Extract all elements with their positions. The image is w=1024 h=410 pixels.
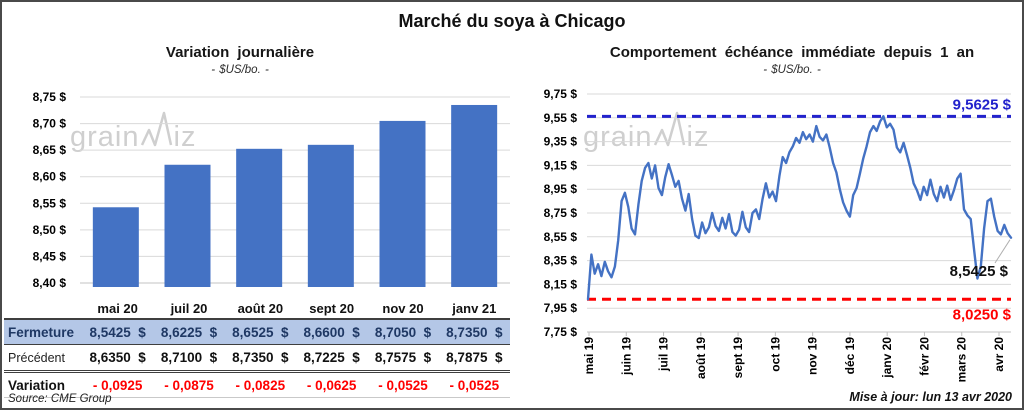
watermark-text-right: iz: [173, 121, 197, 153]
x-axis-label: août 19: [694, 337, 708, 379]
y-axis-label: 8,40 $: [33, 276, 67, 290]
y-axis-label: 8,75 $: [544, 206, 578, 220]
table-cell: 8,6350 $: [89, 350, 146, 365]
bar-mai 20: [92, 207, 139, 287]
watermark-text-left: grain: [70, 121, 140, 153]
callout-leader-line: [994, 239, 1011, 264]
y-axis-label: 8,50 $: [33, 223, 67, 237]
row-label: Précédent: [8, 350, 65, 365]
y-axis-label: 7,75 $: [544, 325, 578, 339]
table-cell: - 0,0525: [449, 377, 500, 393]
table-cell: 8,6225 $: [160, 324, 218, 340]
table-cell: 8,7350 $: [446, 324, 503, 340]
y-axis-label: 9,75 $: [544, 87, 578, 101]
max-value-label: 9,5625 $: [953, 96, 1012, 113]
last-value-label: 8,5425 $: [950, 263, 1009, 280]
x-axis-label: avr 20: [992, 337, 1006, 372]
x-axis-label: mai 19: [582, 337, 596, 375]
y-axis-label: 9,15 $: [544, 158, 578, 172]
x-axis-label: sept 19: [731, 337, 745, 379]
table-cell: - 0,0925: [92, 377, 143, 393]
x-axis-label: nov 19: [806, 337, 820, 375]
updated-note: Mise à jour: lun 13 avr 2020: [849, 390, 1012, 404]
table-header-row: mai 20 juil 20 août 20 sept 20 nov 20 janv 21: [4, 299, 510, 318]
line-chart-subtitle: - $US/bo. -: [763, 64, 821, 76]
watermark-zigzag-icon: [653, 111, 685, 147]
y-axis-label: 8,45 $: [33, 249, 67, 263]
x-axis-label: févr 20: [917, 337, 931, 376]
row-label: Fermeture: [8, 324, 75, 340]
table-cell: 8,7875 $: [446, 350, 503, 365]
bar-chart: 8,75 $ 8,70 $ 8,65 $ 8,60 $ 8,55 $ 8,50 $ 8,45…: [33, 90, 510, 290]
watermark-text-right: iz: [686, 121, 710, 153]
column-header: mai 20: [97, 301, 138, 316]
y-axis-label: 8,60 $: [33, 170, 67, 184]
column-header: juil 20: [170, 301, 208, 316]
y-axis-label: 8,95 $: [544, 182, 578, 196]
x-axis-label: janv 20: [880, 337, 894, 379]
table-cell: 8,6525 $: [232, 324, 289, 340]
column-header: janv 21: [452, 301, 497, 316]
bar-chart-title: Variation journalière: [165, 44, 315, 61]
table-cell: 8,7100 $: [160, 350, 218, 365]
column-header: nov 20: [382, 301, 424, 316]
y-axis-label: 8,35 $: [544, 254, 578, 268]
source-note: Source: CME Group: [8, 393, 112, 405]
table-cell: - 0,0525: [378, 377, 428, 393]
bar-nov 20: [379, 120, 426, 287]
table-cell: 8,7225 $: [303, 350, 360, 365]
x-axis-label: juin 19: [619, 337, 633, 376]
table-cell: 8,7350 $: [232, 350, 289, 365]
bar-juil 20: [164, 164, 211, 287]
table-cell: - 0,0625: [306, 377, 357, 393]
bar-chart-subtitle: - $US/bo. -: [211, 64, 269, 76]
y-axis-label: 8,75 $: [33, 90, 67, 104]
x-axis-label: juil 19: [657, 337, 671, 372]
table-cell: - 0,0875: [164, 377, 214, 393]
table-cell: 8,7050 $: [374, 324, 432, 340]
table-row-variation: Variation - 0,0925 - 0,0875 - 0,0825 - 0,062…: [4, 373, 510, 398]
y-axis-label: 8,55 $: [33, 196, 67, 210]
row-label: Variation: [8, 377, 66, 393]
watermark-text-left: grain: [583, 121, 653, 153]
y-axis-label: 8,15 $: [544, 277, 578, 291]
table-row-précédent: Précédent 8,6350 $ 8,7100 $ 8,7350 $ 8,7225 …: [4, 345, 510, 373]
table-corner-cell: [4, 299, 82, 318]
line-chart: 9,75 $ 9,55 $ 9,35 $ 9,15 $ 8,95 $ 8,75 $ 8,55…: [544, 87, 1013, 383]
table-cell: 8,5425 $: [89, 324, 146, 340]
price-line-series: [586, 115, 1013, 301]
line-chart-title: Comportement échéance immédiate depuis 1…: [609, 44, 975, 61]
grainwiz-watermark: grain iz: [70, 111, 197, 154]
table-cell: 8,6600 $: [303, 324, 360, 340]
y-axis-label: 8,70 $: [33, 117, 67, 131]
x-axis-label: déc 19: [843, 337, 857, 375]
min-value-label: 8,0250 $: [953, 306, 1012, 323]
y-axis-label: 9,55 $: [544, 111, 578, 125]
grainwiz-watermark: grain iz: [583, 111, 710, 154]
table-cell: 8,7575 $: [374, 350, 432, 365]
column-header: août 20: [237, 301, 284, 316]
column-header: sept 20: [309, 301, 355, 316]
y-axis-label: 9,35 $: [544, 135, 578, 149]
bar-sept 20: [307, 144, 354, 287]
page-title: Marché du soya à Chicago: [398, 11, 626, 31]
price-table: mai 20 juil 20 août 20 sept 20 nov 20 janv 21…: [4, 299, 510, 398]
y-axis-label: 8,55 $: [544, 230, 578, 244]
bar-janv 21: [451, 104, 498, 287]
table-row-fermeture: Fermeture 8,5425 $ 8,6225 $ 8,6525 $ 8,6600 …: [4, 318, 510, 345]
x-axis-label: oct 19: [768, 337, 782, 372]
table-cell: - 0,0825: [235, 377, 286, 393]
bar-août 20: [236, 148, 283, 287]
y-axis-label: 8,65 $: [33, 143, 67, 157]
x-axis-label: mars 20: [955, 337, 969, 383]
y-axis-label: 7,95 $: [544, 301, 578, 315]
